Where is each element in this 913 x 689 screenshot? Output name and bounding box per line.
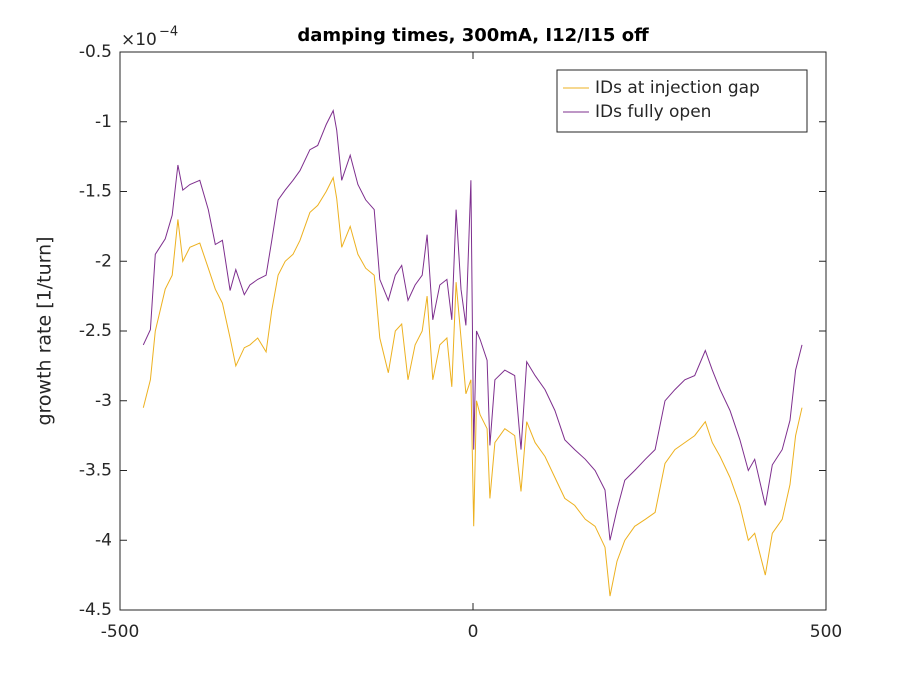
axes-box	[119, 51, 827, 611]
y-tick-label: -2.5	[79, 321, 112, 341]
legend-label: IDs at injection gap	[595, 78, 760, 98]
y-tick-label: -0.5	[79, 42, 112, 62]
x-tick-label: 500	[810, 622, 842, 642]
x-tick-label: -500	[101, 622, 140, 642]
legend-label: IDs fully open	[595, 102, 711, 122]
y-tick-label: -4	[95, 530, 112, 550]
y-tick-label: -1	[95, 112, 112, 132]
x-tick-label: 0	[468, 622, 479, 642]
series-line	[142, 176, 803, 597]
y-tick-label: -3	[95, 391, 112, 411]
y-tick-label: -4.5	[79, 600, 112, 620]
chart-title: damping times, 300mA, I12/I15 off	[297, 25, 649, 46]
y-tick-label: -1.5	[79, 182, 112, 202]
y-multiplier: ×10	[121, 30, 157, 50]
y-axis-label: growth rate [1/turn]	[34, 236, 56, 425]
y-tick-label: -3.5	[79, 461, 112, 481]
y-multiplier-exponent: −4	[159, 25, 178, 40]
y-tick-label: -2	[95, 251, 112, 271]
legend-box	[556, 69, 808, 133]
series-line	[142, 109, 803, 541]
